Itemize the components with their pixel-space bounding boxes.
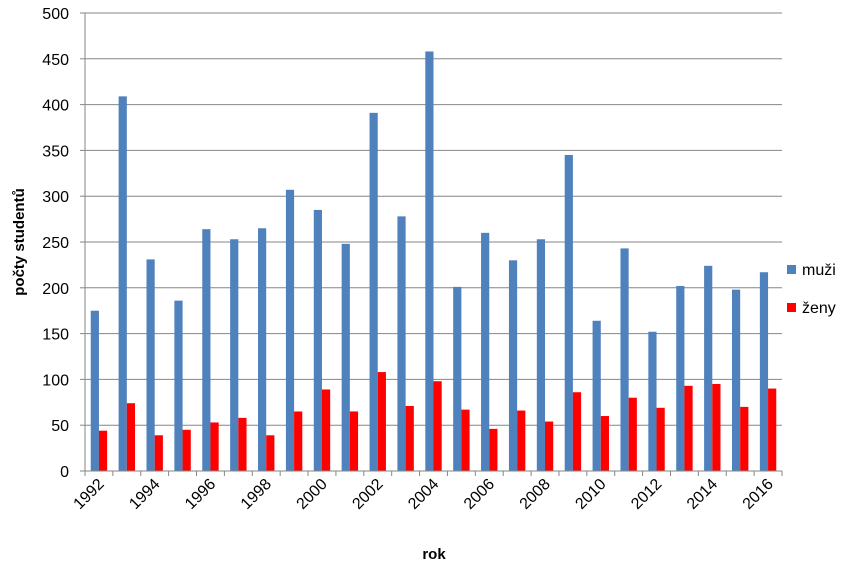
x-axis-title: rok — [422, 546, 446, 563]
bar-muzi-1994 — [146, 259, 155, 471]
bar-muzi-1992 — [90, 310, 99, 471]
bar-muzi-2010 — [592, 320, 601, 471]
legend: muži ženy — [787, 262, 836, 317]
bar-muzi-2014 — [704, 265, 713, 471]
y-tick-label: 400 — [42, 98, 69, 115]
bar-muzi-1996 — [202, 229, 211, 471]
bar-zeny-2010 — [600, 416, 609, 471]
bar-zeny-1999 — [294, 411, 303, 471]
x-tick-label: 2014 — [684, 476, 721, 513]
x-tick-label: 2000 — [294, 476, 331, 513]
bar-zeny-2016 — [768, 388, 777, 471]
bar-zeny-1994 — [154, 435, 163, 471]
x-tick-label: 2016 — [740, 476, 777, 513]
bar-muzi-2009 — [564, 154, 573, 472]
bar-zeny-1996 — [210, 422, 219, 471]
x-tick-labels: 1992 1994 1996 1998 2000 2002 2004 2006 2008 2010… — [71, 476, 777, 513]
bars — [90, 51, 777, 472]
y-tick-label: 0 — [60, 464, 69, 481]
bar-muzi-2004 — [425, 51, 434, 472]
bar-muzi-2013 — [676, 285, 685, 471]
bar-zeny-2005 — [461, 409, 470, 471]
bar-zeny-2001 — [349, 411, 359, 471]
bar-zeny-2011 — [628, 397, 637, 471]
bar-muzi-2007 — [508, 260, 518, 471]
bar-muzi-2008 — [536, 239, 546, 471]
y-tick-labels: 0 50 100 150 200 250 300 350 400 450 500 — [42, 6, 69, 481]
x-tick-label: 2004 — [405, 476, 442, 513]
bar-muzi-1997 — [230, 239, 239, 471]
x-tick-label: 2012 — [628, 476, 665, 513]
bar-zeny-2007 — [517, 410, 526, 471]
y-tick-label: 50 — [51, 418, 69, 435]
bar-zeny-2009 — [572, 392, 582, 471]
bar-zeny-2002 — [377, 372, 386, 471]
bar-zeny-2015 — [740, 406, 749, 471]
legend-label-zeny: ženy — [802, 300, 836, 317]
y-tick-label: 450 — [42, 52, 69, 69]
bar-muzi-1999 — [285, 189, 295, 471]
y-tick-label: 250 — [42, 235, 69, 252]
bar-muzi-2005 — [453, 286, 462, 471]
legend-swatch-zeny — [787, 303, 796, 312]
y-tick-label: 350 — [42, 143, 69, 160]
bar-zeny-1998 — [266, 435, 275, 471]
x-tick-label: 2008 — [517, 476, 554, 513]
legend-swatch-muzi — [787, 265, 796, 274]
bar-muzi-2015 — [731, 289, 741, 471]
x-tick-label: 1994 — [126, 476, 163, 513]
x-tick-label: 2002 — [349, 476, 386, 513]
bar-zeny-2003 — [405, 405, 414, 471]
bar-zeny-2006 — [489, 428, 498, 471]
x-tick-label: 2006 — [461, 476, 498, 513]
axes — [80, 12, 783, 476]
y-tick-label: 300 — [42, 189, 69, 206]
x-tick-label: 2010 — [572, 476, 609, 513]
y-tick-label: 200 — [42, 281, 69, 298]
bar-muzi-1998 — [258, 228, 267, 471]
bar-zeny-1995 — [182, 429, 191, 471]
y-axis-title: počty studentů — [11, 188, 28, 296]
bar-zeny-2004 — [433, 381, 442, 471]
legend-label-muzi: muži — [802, 262, 836, 279]
bar-zeny-1997 — [238, 417, 247, 471]
bar-muzi-1993 — [118, 96, 127, 471]
bar-zeny-2012 — [656, 407, 665, 471]
bar-muzi-2003 — [397, 216, 406, 471]
bar-muzi-2002 — [369, 112, 378, 472]
bar-zeny-2013 — [684, 385, 693, 471]
bar-muzi-2006 — [481, 232, 490, 471]
y-tick-label: 500 — [42, 6, 69, 23]
y-tick-label: 150 — [42, 327, 69, 344]
bar-muzi-2011 — [620, 248, 629, 471]
y-tick-label: 100 — [42, 372, 69, 389]
x-tick-label: 1992 — [71, 476, 108, 513]
x-tick-label: 1996 — [182, 476, 219, 513]
bar-zeny-2000 — [321, 389, 331, 471]
bar-muzi-2016 — [759, 272, 769, 471]
bar-zeny-2014 — [712, 383, 721, 471]
bar-muzi-1995 — [174, 300, 183, 471]
bar-zeny-1993 — [126, 403, 136, 471]
bar-muzi-2001 — [341, 243, 350, 471]
bar-muzi-2012 — [648, 331, 657, 471]
bar-zeny-2008 — [545, 421, 554, 471]
bar-zeny-1992 — [98, 430, 108, 471]
x-tick-label: 1998 — [238, 476, 275, 513]
bar-muzi-2000 — [313, 209, 322, 471]
